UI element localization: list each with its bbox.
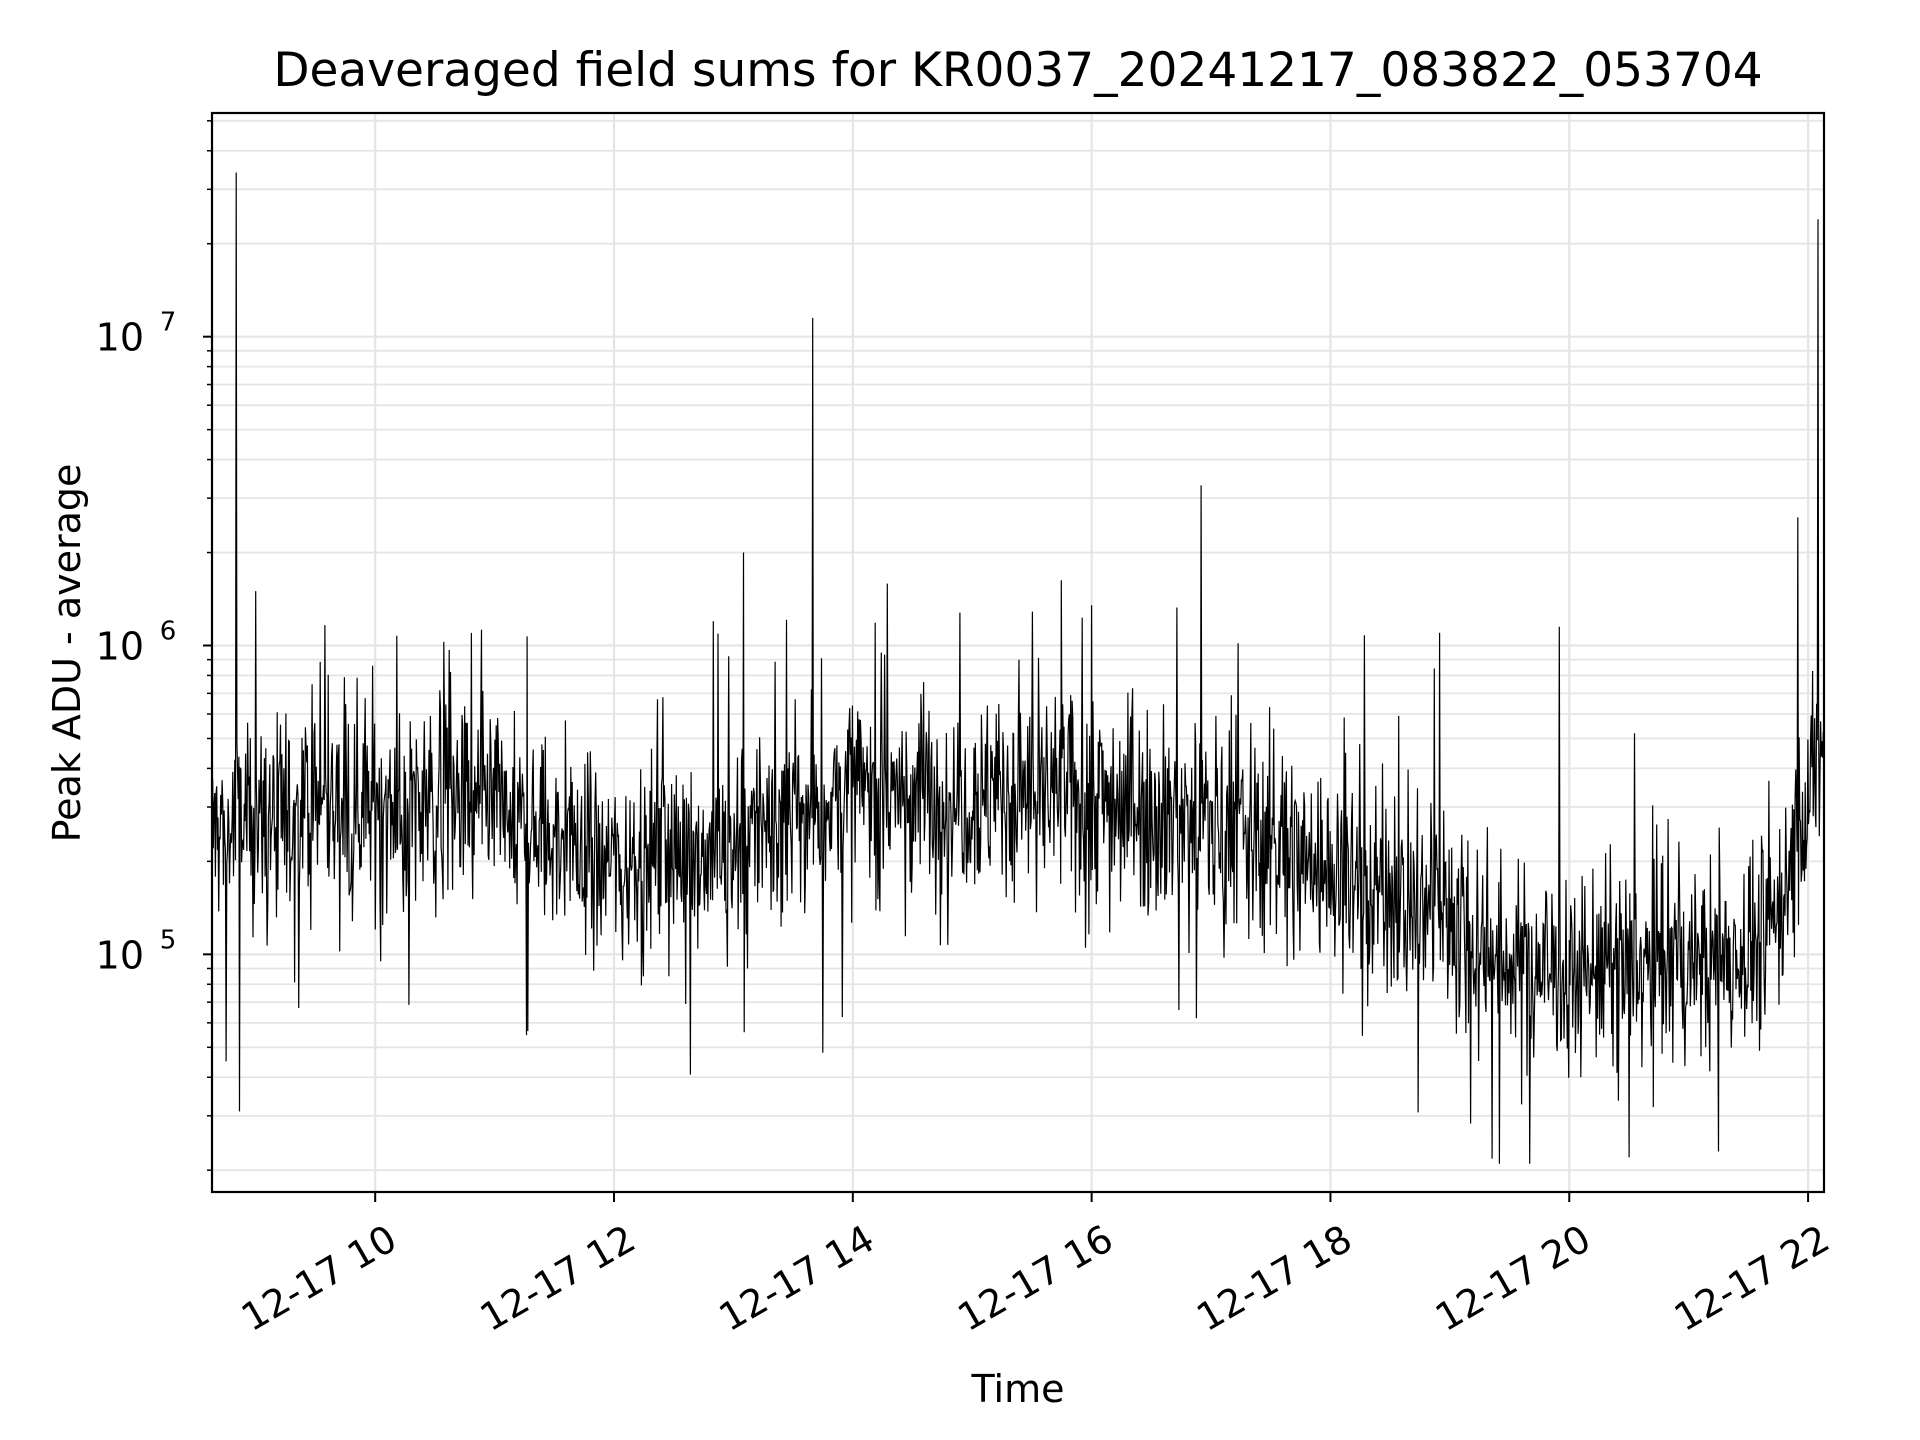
y-tick-exponent: 5 <box>160 925 177 955</box>
x-tick-label: 12-17 18 <box>1189 1216 1359 1340</box>
y-tick-exponent: 7 <box>160 308 177 338</box>
plot-frame <box>210 111 1826 1194</box>
x-tick-label: 12-17 16 <box>950 1216 1120 1340</box>
y-axis-label: Peak ADU - average <box>45 464 89 843</box>
y-tick-label: 10 <box>96 933 144 977</box>
series-line <box>211 172 1825 1164</box>
x-tick-label: 12-17 20 <box>1428 1216 1598 1340</box>
y-tick-label: 10 <box>96 316 144 360</box>
x-axis-label: Time <box>971 1367 1065 1411</box>
y-tick-label: 10 <box>96 625 144 669</box>
x-tick-label: 12-17 10 <box>234 1216 404 1340</box>
x-tick-label: 12-17 12 <box>473 1216 643 1340</box>
data-layer <box>211 172 1825 1164</box>
x-tick-label: 12-17 14 <box>712 1216 882 1340</box>
x-tick-label: 12-17 22 <box>1667 1216 1837 1340</box>
grid-layer <box>212 113 1824 1192</box>
chart-title: Deaveraged field sums for KR0037_2024121… <box>273 43 1762 98</box>
y-tick-exponent: 6 <box>160 617 177 647</box>
